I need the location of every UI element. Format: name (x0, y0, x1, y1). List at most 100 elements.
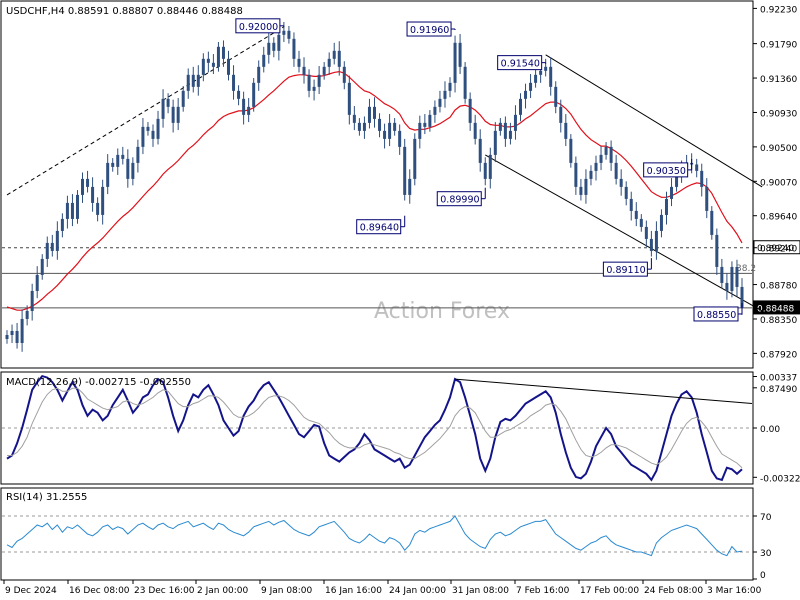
price-level-label: 0.88488 (757, 304, 794, 314)
macd-line (6, 374, 743, 482)
candle-body (101, 186, 105, 215)
channel-line-lower (485, 154, 763, 312)
candle-body (216, 46, 220, 67)
candle-body (196, 74, 200, 87)
candle-body (257, 66, 261, 83)
candle-body (614, 162, 618, 179)
candle-body (574, 162, 578, 187)
candle-body (25, 310, 29, 319)
candle-body (649, 238, 653, 251)
candle-body (488, 154, 492, 179)
candle-body (247, 106, 251, 115)
candle-body (609, 146, 613, 163)
candle-body (282, 30, 286, 35)
candle-body (644, 226, 648, 239)
macd-label: MACD(12,26,9) -0.002715 -0.002550 (6, 377, 191, 388)
candle-body (599, 154, 603, 163)
price-level-box (753, 300, 800, 315)
candle-body (373, 106, 376, 119)
candle-body (493, 130, 497, 155)
candle-body (619, 178, 623, 187)
candle-body (357, 122, 361, 131)
macd-tick-label: 0.00 (760, 425, 780, 435)
price-tick-label: 0.91790 (760, 41, 797, 51)
candle-body (242, 98, 246, 115)
x-tick-label: 9 Jan 08:00 (261, 586, 313, 596)
candle-body (634, 210, 638, 219)
candle-body (720, 266, 724, 283)
price-callout-label: 0.91540 (501, 59, 540, 70)
rsi-label: RSI(14) 31.2555 (6, 492, 87, 503)
candle-body (322, 66, 326, 75)
candle-body (211, 62, 215, 67)
candle-body (664, 198, 668, 215)
candle-body (594, 162, 598, 171)
candle-body (559, 106, 563, 123)
candle-body (337, 50, 341, 67)
candle-body (35, 274, 39, 291)
price-callout-label: 0.88550 (697, 310, 736, 321)
channel-line-upper (545, 54, 763, 188)
candle-body (267, 42, 271, 55)
price-callout-box (602, 261, 648, 277)
candle-body (589, 170, 593, 179)
candle-body (287, 30, 291, 39)
candle-body (206, 58, 210, 63)
candle-body (186, 74, 190, 91)
candle-body (433, 106, 437, 115)
candle-body (443, 90, 447, 99)
price-callout-label: 0.91960 (410, 25, 449, 36)
candle-body (60, 218, 64, 231)
x-tick-label: 9 Dec 2024 (5, 586, 57, 596)
candle-body (735, 266, 739, 287)
price-tick-label: 0.87920 (760, 350, 797, 360)
candle-body (126, 158, 130, 179)
price-callout-label: 0.89640 (360, 223, 399, 234)
candle-body (45, 242, 49, 259)
price-callout-box (643, 162, 689, 178)
x-tick-label: 23 Dec 16:00 (134, 586, 195, 596)
candle-body (564, 122, 568, 139)
candle-body (327, 58, 331, 67)
candle-body (448, 82, 452, 91)
price-panel-frame (0, 0, 754, 369)
trend-line-dashed (6, 26, 285, 196)
candle-body (151, 130, 155, 139)
macd-signal-line (7, 387, 743, 469)
candle-body (252, 82, 256, 107)
candle-body (428, 114, 432, 127)
candle-body (232, 74, 236, 91)
candle-body (342, 66, 346, 83)
candle-body (5, 334, 9, 339)
candle-body (81, 178, 85, 195)
candle-body (498, 122, 502, 131)
candle-body (584, 178, 588, 195)
candle-body (111, 162, 115, 167)
candle-body (569, 138, 573, 163)
candle-body (297, 58, 301, 67)
candle-body (503, 122, 507, 139)
candle-body (146, 126, 150, 131)
x-tick-label: 2 Jan 00:00 (197, 586, 249, 596)
candle-body (272, 42, 276, 51)
candle-body (438, 98, 442, 107)
x-tick-label: 16 Dec 08:00 (69, 586, 130, 596)
candle-body (136, 146, 140, 163)
candle-body (15, 330, 19, 343)
candle-body (508, 130, 512, 139)
candle-body (534, 74, 538, 83)
candle-body (352, 114, 356, 123)
candle-body (362, 122, 366, 131)
candle-body (468, 98, 472, 123)
candle-body (463, 66, 467, 99)
price-tick-label: 0.88350 (760, 316, 797, 326)
price-tick-label: 0.90070 (760, 178, 797, 188)
candle-body (478, 138, 482, 163)
candle-body (473, 122, 477, 139)
candle-body (705, 186, 709, 211)
price-callout-box (693, 306, 739, 322)
candle-body (201, 58, 205, 75)
candle-body (86, 178, 90, 187)
